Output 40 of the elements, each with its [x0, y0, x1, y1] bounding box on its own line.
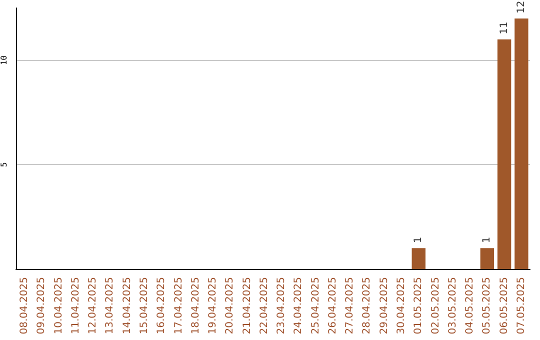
- x-tick-label: 23.04.2025: [276, 277, 288, 334]
- y-tick-label: 5: [0, 162, 8, 168]
- y-tick-label: 10: [0, 55, 8, 66]
- x-tick-label: 17.04.2025: [173, 277, 184, 334]
- x-tick-label: 04.05.2025: [464, 277, 476, 334]
- x-tick-label: 07.05.2025: [516, 277, 527, 334]
- x-tick-label: 06.05.2025: [498, 277, 510, 334]
- bar: [480, 248, 494, 269]
- x-tick-label: 03.05.2025: [447, 277, 458, 334]
- x-tick-label: 01.05.2025: [413, 277, 424, 334]
- x-tick-label: 13.04.2025: [104, 277, 116, 334]
- x-tick-label: 09.04.2025: [36, 277, 48, 334]
- x-tick-label: 02.05.2025: [430, 277, 442, 334]
- x-tick-label: 10.04.2025: [53, 277, 64, 334]
- data-label: 12: [516, 0, 527, 14]
- x-tick-label: 25.04.2025: [310, 277, 322, 334]
- x-tick-label: 16.04.2025: [156, 277, 168, 334]
- x-tick-label: 26.04.2025: [327, 277, 338, 334]
- x-tick-label: 12.04.2025: [88, 277, 99, 334]
- bar: [497, 39, 512, 269]
- x-tick-label: 05.05.2025: [482, 277, 493, 334]
- bar: [412, 248, 426, 269]
- x-tick-label: 08.04.2025: [19, 277, 30, 334]
- x-tick-label: 22.04.2025: [258, 277, 270, 334]
- x-tick-label: 28.04.2025: [362, 277, 373, 334]
- x-tick-label: 11.04.2025: [70, 277, 82, 334]
- data-label: 1: [482, 236, 493, 244]
- x-tick-label: 27.04.2025: [344, 277, 356, 334]
- data-label: 11: [498, 22, 510, 34]
- x-tick-label: 19.04.2025: [208, 277, 219, 334]
- x-tick-label: 21.04.2025: [242, 277, 253, 334]
- x-tick-label: 15.04.2025: [139, 277, 150, 334]
- x-tick-label: 24.04.2025: [293, 277, 304, 334]
- x-tick-label: 14.04.2025: [122, 277, 133, 334]
- x-tick-label: 20.04.2025: [224, 277, 236, 334]
- data-label: 1: [413, 236, 424, 244]
- x-tick-label: 18.04.2025: [190, 277, 202, 334]
- x-tick-label: 30.04.2025: [396, 277, 407, 334]
- bar: [514, 18, 528, 269]
- x-tick-label: 29.04.2025: [378, 277, 390, 334]
